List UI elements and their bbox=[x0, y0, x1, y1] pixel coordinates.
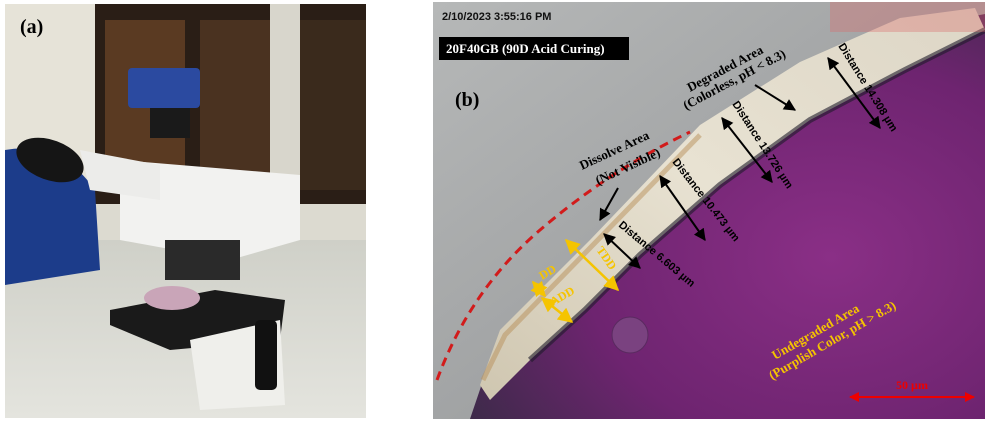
figure: (a) 2/10/2023 3:55:16 PM 20F40GB (90D Ac… bbox=[0, 0, 985, 421]
timestamp: 2/10/2023 3:55:16 PM bbox=[442, 11, 551, 23]
page: (a) 2/10/2023 3:55:16 PM 20F40GB (90D Ac… bbox=[0, 0, 985, 421]
scale-bar-label: 50 µm bbox=[896, 378, 928, 392]
panel-a-photo bbox=[5, 4, 366, 418]
panel-label: (a) bbox=[20, 16, 43, 38]
panel-label: (b) bbox=[455, 89, 479, 111]
sample-label: 20F40GB (90D Acid Curing) bbox=[446, 41, 605, 56]
